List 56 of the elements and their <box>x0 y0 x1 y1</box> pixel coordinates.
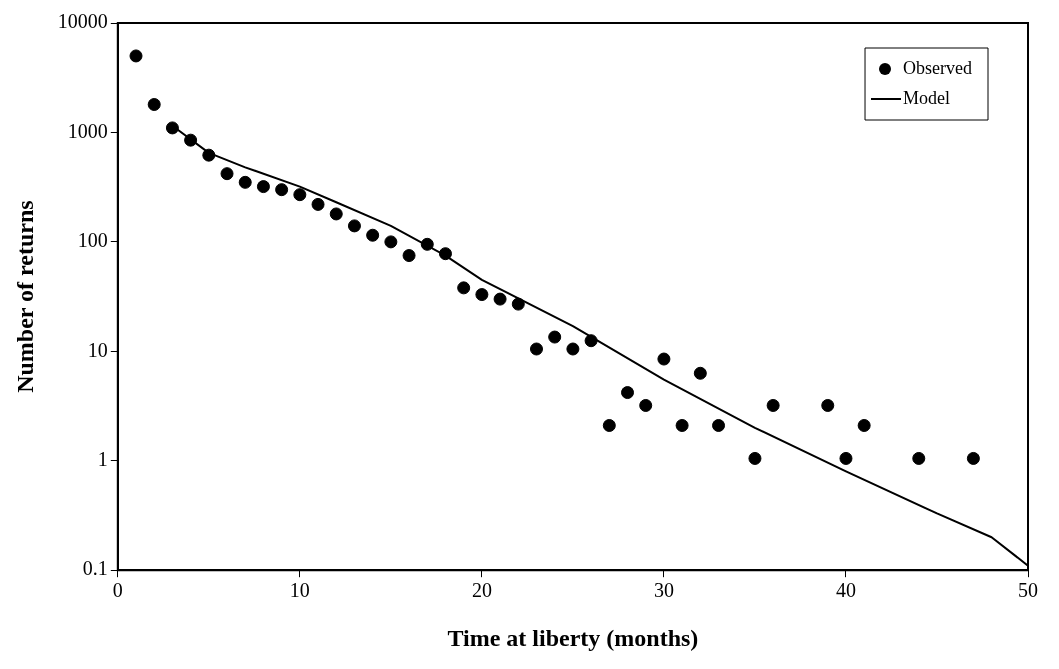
point <box>347 219 361 233</box>
point <box>311 197 325 211</box>
point <box>366 228 380 242</box>
point <box>584 334 598 348</box>
point <box>457 281 471 295</box>
point <box>438 247 452 261</box>
point <box>329 207 343 221</box>
point <box>748 451 762 465</box>
point <box>966 451 980 465</box>
point <box>602 419 616 432</box>
point <box>256 180 270 194</box>
x-tick-label: 10 <box>289 579 310 602</box>
point <box>475 288 489 302</box>
point <box>566 342 580 356</box>
point <box>184 133 198 147</box>
y-tick-label: 1000 <box>67 119 108 142</box>
point <box>821 398 835 412</box>
y-tick-label: 100 <box>77 229 108 252</box>
point <box>693 366 707 380</box>
point <box>420 237 434 251</box>
point <box>147 98 161 111</box>
y-tick-label: 1 <box>97 448 108 471</box>
legend-label: Model <box>903 87 951 108</box>
y-axis-title: Number of returns <box>11 200 38 393</box>
x-tick-label: 0 <box>112 579 123 602</box>
point <box>384 235 398 249</box>
point <box>657 352 671 366</box>
x-tick-label: 50 <box>1018 579 1038 602</box>
point <box>493 292 507 306</box>
point <box>238 175 252 189</box>
point <box>712 419 726 432</box>
point <box>675 419 689 432</box>
point <box>275 183 289 197</box>
point <box>912 451 926 465</box>
point <box>165 121 179 135</box>
point <box>839 451 853 465</box>
y-tick-label: 10000 <box>57 10 108 33</box>
y-tick-label: 10 <box>87 338 108 361</box>
x-tick-label: 30 <box>653 579 674 602</box>
point <box>202 148 216 162</box>
point <box>402 249 416 263</box>
point <box>129 49 143 63</box>
x-axis-title: Time at liberty (months) <box>447 624 699 651</box>
x-tick-label: 20 <box>471 579 492 602</box>
point <box>548 330 562 344</box>
point <box>621 386 635 400</box>
y-tick-label: 0.1 <box>82 557 108 580</box>
point <box>220 167 234 181</box>
point <box>511 297 525 311</box>
x-tick-label: 40 <box>835 579 856 602</box>
point <box>857 419 871 432</box>
legend-label: Observed <box>903 57 973 78</box>
point <box>529 342 543 356</box>
point <box>639 398 653 412</box>
point <box>293 188 307 202</box>
point <box>766 398 780 412</box>
